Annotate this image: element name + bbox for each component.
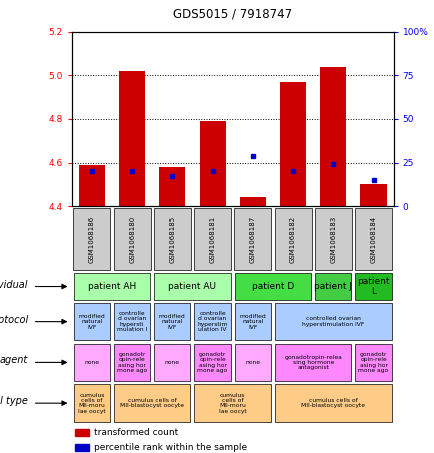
- FancyBboxPatch shape: [74, 385, 110, 422]
- Text: gonadotr
opin-rele
asing hor
mone ago: gonadotr opin-rele asing hor mone ago: [197, 352, 227, 373]
- Text: cumulus
cells of
MII-moru
lae oocyt: cumulus cells of MII-moru lae oocyt: [78, 393, 105, 414]
- FancyBboxPatch shape: [274, 344, 351, 381]
- Text: GSM1068184: GSM1068184: [370, 215, 376, 263]
- Bar: [360, 184, 386, 206]
- Text: patient
L: patient L: [356, 277, 389, 296]
- Text: cumulus cells of
MII-blastocyst oocyte: cumulus cells of MII-blastocyst oocyte: [301, 398, 365, 408]
- FancyBboxPatch shape: [74, 303, 110, 340]
- FancyBboxPatch shape: [154, 344, 190, 381]
- Text: GSM1068181: GSM1068181: [209, 215, 215, 263]
- FancyBboxPatch shape: [194, 385, 270, 422]
- FancyBboxPatch shape: [234, 344, 270, 381]
- Bar: [75, 429, 89, 436]
- FancyBboxPatch shape: [234, 273, 310, 300]
- FancyBboxPatch shape: [194, 344, 230, 381]
- Text: gonadotr
opin-rele
asing hor
mone ago: gonadotr opin-rele asing hor mone ago: [117, 352, 147, 373]
- FancyBboxPatch shape: [154, 208, 191, 270]
- FancyBboxPatch shape: [73, 208, 110, 270]
- Text: gonadotr
opin-rele
asing hor
mone ago: gonadotr opin-rele asing hor mone ago: [358, 352, 388, 373]
- Text: protocol: protocol: [0, 314, 28, 325]
- FancyBboxPatch shape: [234, 208, 271, 270]
- Text: GSM1068180: GSM1068180: [129, 215, 135, 263]
- Bar: [79, 165, 105, 206]
- FancyBboxPatch shape: [114, 303, 150, 340]
- FancyBboxPatch shape: [113, 208, 150, 270]
- Text: GSM1068182: GSM1068182: [289, 215, 296, 263]
- Text: patient AH: patient AH: [88, 282, 136, 291]
- Text: cumulus cells of
MII-blastocyst oocyte: cumulus cells of MII-blastocyst oocyte: [120, 398, 184, 408]
- FancyBboxPatch shape: [194, 303, 230, 340]
- Text: GDS5015 / 7918747: GDS5015 / 7918747: [173, 7, 292, 20]
- Text: GSM1068183: GSM1068183: [329, 215, 335, 263]
- Text: modified
natural
IVF: modified natural IVF: [239, 314, 266, 329]
- Text: patient D: patient D: [251, 282, 293, 291]
- Bar: [239, 198, 265, 206]
- Text: cell type: cell type: [0, 396, 28, 406]
- Bar: [279, 82, 306, 206]
- Text: cumulus
cells of
MII-moru
lae oocyt: cumulus cells of MII-moru lae oocyt: [218, 393, 246, 414]
- FancyBboxPatch shape: [234, 303, 270, 340]
- Text: GSM1068185: GSM1068185: [169, 215, 175, 263]
- Text: transformed count: transformed count: [93, 428, 178, 437]
- Text: gonadotropin-relea
sing hormone
antagonist: gonadotropin-relea sing hormone antagoni…: [284, 355, 341, 370]
- Bar: [319, 67, 345, 206]
- FancyBboxPatch shape: [74, 273, 150, 300]
- FancyBboxPatch shape: [114, 344, 150, 381]
- Text: controlle
d ovarian
hypersti
mulation I: controlle d ovarian hypersti mulation I: [117, 311, 147, 332]
- Text: none: none: [164, 360, 179, 365]
- Text: GSM1068186: GSM1068186: [89, 215, 95, 263]
- FancyBboxPatch shape: [274, 208, 311, 270]
- Text: percentile rank within the sample: percentile rank within the sample: [93, 443, 246, 452]
- Text: patient J: patient J: [314, 282, 352, 291]
- Bar: [119, 71, 145, 206]
- Text: agent: agent: [0, 355, 28, 366]
- FancyBboxPatch shape: [355, 273, 391, 300]
- FancyBboxPatch shape: [114, 385, 190, 422]
- FancyBboxPatch shape: [274, 385, 391, 422]
- Text: patient AU: patient AU: [168, 282, 216, 291]
- Text: GSM1068187: GSM1068187: [249, 215, 255, 263]
- FancyBboxPatch shape: [354, 208, 391, 270]
- Text: none: none: [84, 360, 99, 365]
- FancyBboxPatch shape: [154, 273, 230, 300]
- FancyBboxPatch shape: [315, 273, 351, 300]
- Bar: [75, 444, 89, 451]
- Bar: [159, 167, 185, 206]
- FancyBboxPatch shape: [314, 208, 351, 270]
- Text: controlled ovarian
hyperstimulation IVF: controlled ovarian hyperstimulation IVF: [302, 317, 364, 327]
- FancyBboxPatch shape: [194, 208, 230, 270]
- Text: none: none: [245, 360, 260, 365]
- Text: controlle
d ovarian
hyperstim
ulation IV: controlle d ovarian hyperstim ulation IV: [197, 311, 227, 332]
- FancyBboxPatch shape: [274, 303, 391, 340]
- Text: modified
natural
IVF: modified natural IVF: [79, 314, 105, 329]
- FancyBboxPatch shape: [355, 344, 391, 381]
- Text: individual: individual: [0, 280, 28, 290]
- Text: modified
natural
IVF: modified natural IVF: [159, 314, 185, 329]
- FancyBboxPatch shape: [154, 303, 190, 340]
- FancyBboxPatch shape: [74, 344, 110, 381]
- Bar: [199, 121, 225, 206]
